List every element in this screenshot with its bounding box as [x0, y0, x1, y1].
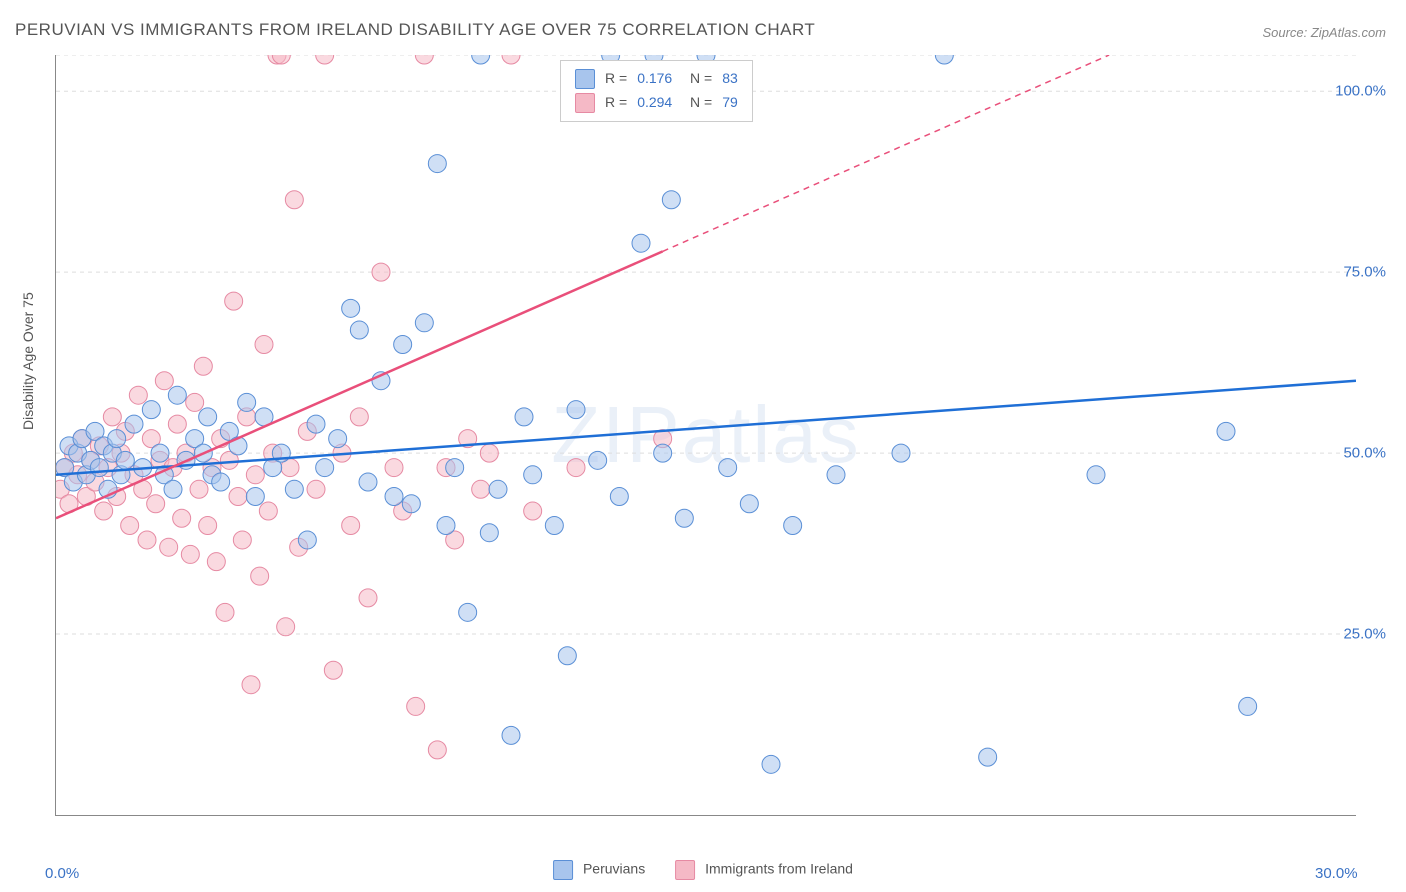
chart-title: PERUVIAN VS IMMIGRANTS FROM IRELAND DISA…: [15, 20, 815, 40]
y-tick-label: 25.0%: [1343, 626, 1386, 643]
legend-label-b: Immigrants from Ireland: [705, 861, 853, 877]
stats-swatch-a: [575, 69, 595, 89]
stats-r-b: 0.294: [637, 91, 672, 115]
y-tick-label: 75.0%: [1343, 264, 1386, 281]
legend-item-a: Peruvians: [553, 860, 645, 880]
stats-r-a: 0.176: [637, 67, 672, 91]
n-label: N =: [682, 91, 712, 115]
legend-swatch-a: [553, 860, 573, 880]
r-label: R =: [605, 67, 627, 91]
bottom-legend: Peruvians Immigrants from Ireland: [553, 860, 853, 880]
legend-item-b: Immigrants from Ireland: [675, 860, 853, 880]
stats-swatch-b: [575, 93, 595, 113]
x-tick-label: 30.0%: [1315, 865, 1358, 882]
y-tick-label: 50.0%: [1343, 445, 1386, 462]
stats-row-a: R = 0.176 N = 83: [575, 67, 738, 91]
x-tick-label: 0.0%: [45, 865, 79, 882]
correlation-stats-box: R = 0.176 N = 83 R = 0.294 N = 79: [560, 60, 753, 122]
y-axis-label: Disability Age Over 75: [20, 292, 36, 430]
chart-container: PERUVIAN VS IMMIGRANTS FROM IRELAND DISA…: [0, 0, 1406, 892]
legend-swatch-b: [675, 860, 695, 880]
stats-n-b: 79: [722, 91, 738, 115]
plot-svg: [56, 55, 1356, 815]
source-attribution: Source: ZipAtlas.com: [1262, 25, 1386, 40]
legend-label-a: Peruvians: [583, 861, 645, 877]
stats-n-a: 83: [722, 67, 738, 91]
n-label: N =: [682, 67, 712, 91]
stats-row-b: R = 0.294 N = 79: [575, 91, 738, 115]
r-label: R =: [605, 91, 627, 115]
y-tick-label: 100.0%: [1335, 83, 1386, 100]
plot-area: ZIPatlas: [55, 55, 1356, 816]
